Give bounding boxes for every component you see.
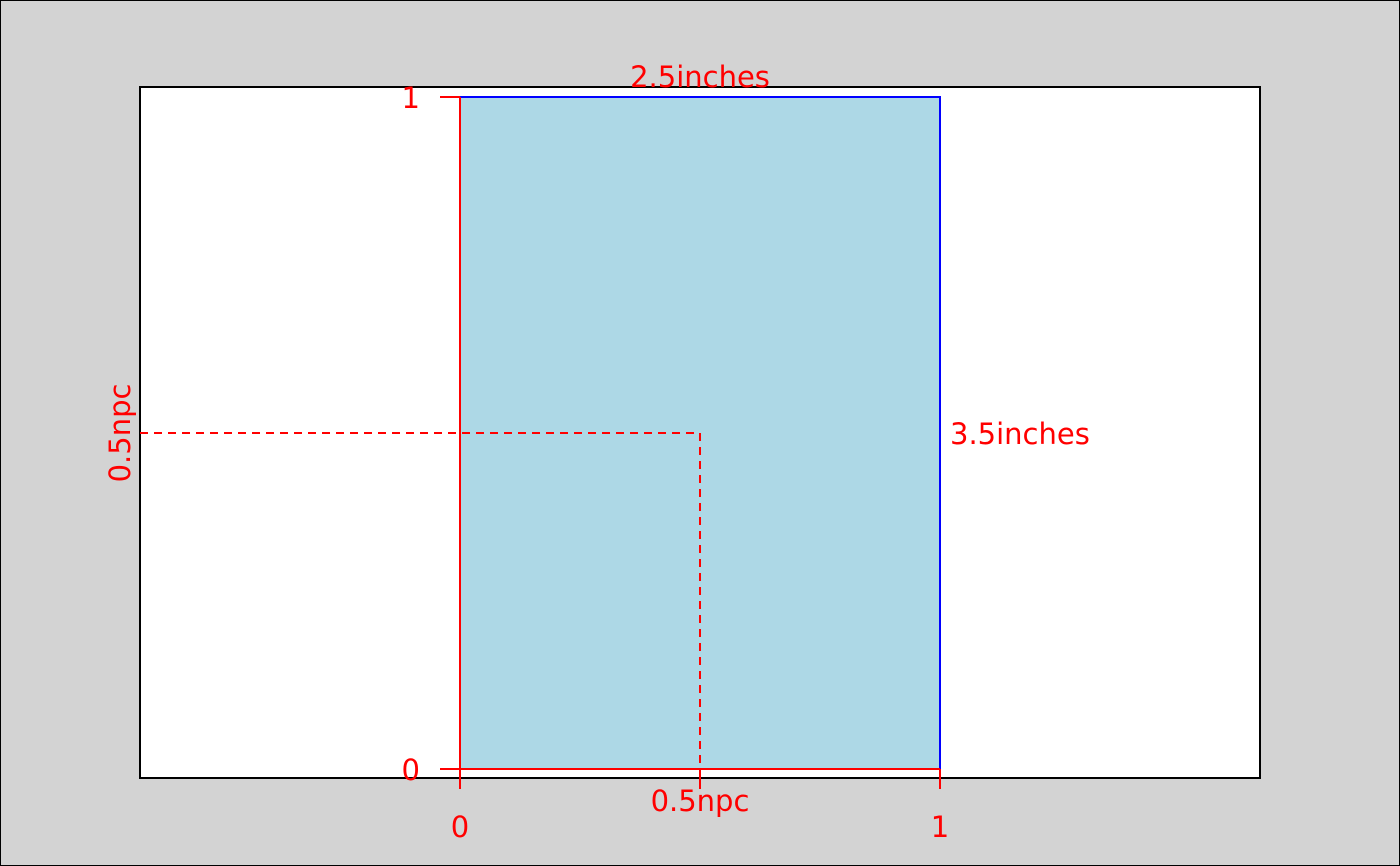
height-label: 3.5inches xyxy=(950,417,1090,451)
x-tick-0-label: 0 xyxy=(451,810,469,844)
x-half-label: 0.5npc xyxy=(651,784,750,818)
y-tick-0-label: 0 xyxy=(402,753,420,787)
width-label: 2.5inches xyxy=(630,60,770,94)
x-tick-1-label: 1 xyxy=(931,810,949,844)
y-tick-1-label: 1 xyxy=(402,81,420,115)
y-half-label: 0.5npc xyxy=(103,384,137,483)
